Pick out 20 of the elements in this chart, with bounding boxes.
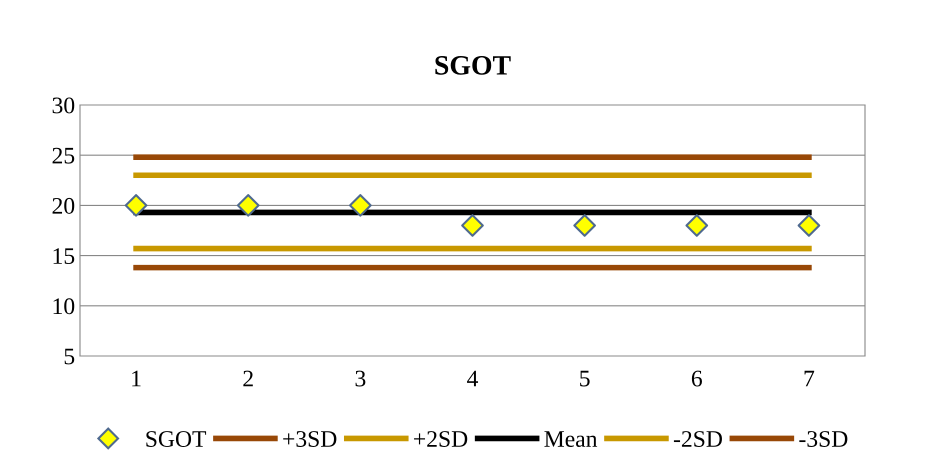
- y-tick-label: 15: [54, 248, 74, 264]
- legend-label: Mean: [544, 431, 598, 447]
- x-tick-label: 6: [692, 370, 702, 387]
- x-tick-label: 3: [356, 370, 366, 387]
- y-tick-label: 20: [52, 198, 74, 214]
- y-tick-label: 10: [54, 298, 74, 314]
- x-tick-label: 4: [467, 370, 478, 386]
- x-tick-label: 2: [243, 370, 253, 386]
- y-tick-label: 5: [64, 348, 74, 364]
- x-tick-label: 1: [132, 370, 141, 386]
- legend-label: +2SD: [414, 431, 468, 447]
- legend-label: -2SD: [674, 431, 722, 447]
- x-tick-label: 5: [580, 370, 590, 387]
- legend-label: SGOT: [146, 431, 206, 447]
- chart-title: SGOT: [435, 56, 511, 75]
- y-tick-label: 30: [52, 97, 74, 114]
- y-tick-label: 25: [52, 148, 74, 164]
- legend-label: +3SD: [283, 431, 336, 447]
- x-tick-label: 7: [804, 370, 814, 386]
- legend-label: -3SD: [799, 431, 848, 447]
